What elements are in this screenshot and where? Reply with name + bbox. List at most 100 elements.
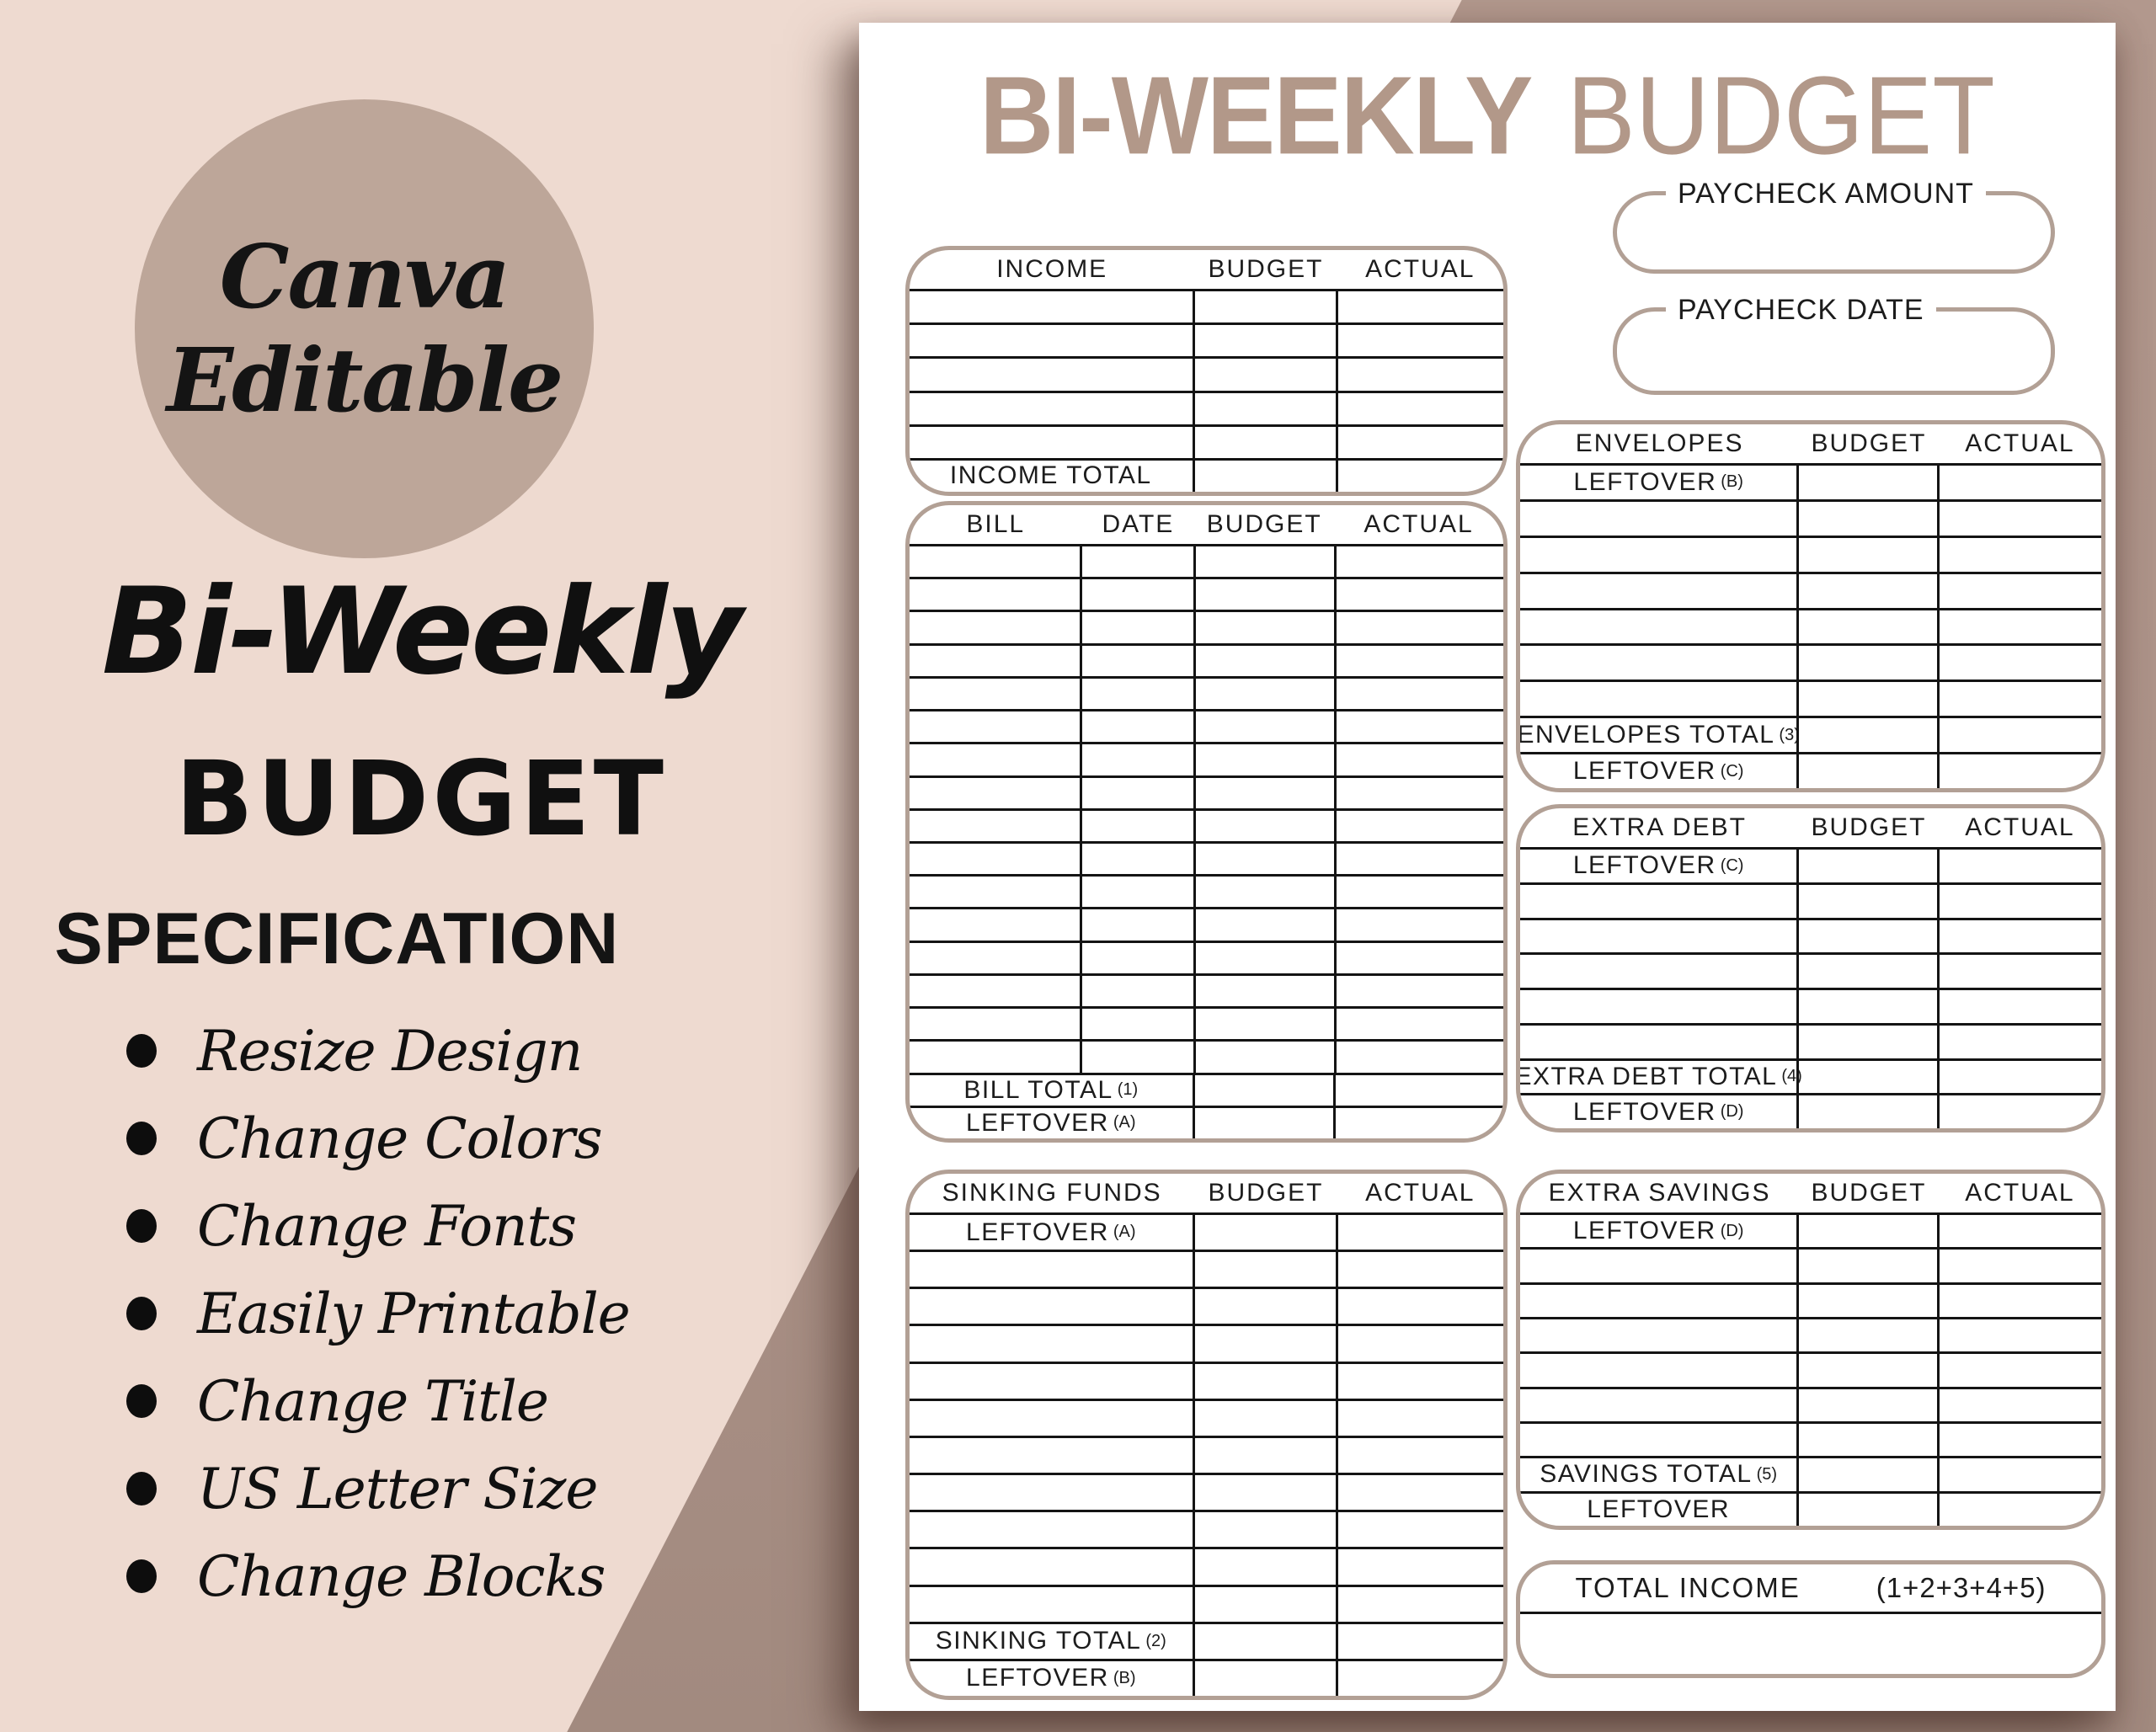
- value-cell: [1336, 291, 1503, 323]
- table-header-row: BILL DATE BUDGET ACTUAL: [910, 505, 1503, 544]
- value-cell: [1796, 1458, 1937, 1491]
- row-label-suffix: (A): [1113, 1223, 1136, 1242]
- row-label-cell: [910, 1512, 1193, 1547]
- product-title-line2: BUDGET: [174, 739, 668, 859]
- column-header: BUDGET: [1206, 510, 1322, 538]
- row-label: LEFTOVER: [1572, 757, 1716, 786]
- value-cell: [1336, 426, 1503, 458]
- value-cell: [1193, 1009, 1334, 1040]
- row-label-suffix: (5): [1756, 1464, 1778, 1484]
- column-header: ACTUAL: [1365, 255, 1476, 283]
- value-cell: [1193, 612, 1334, 643]
- value-cell: [1937, 1284, 2101, 1317]
- table-row: [910, 1435, 1503, 1474]
- value-cell: [1333, 744, 1503, 775]
- table-row: [910, 775, 1503, 808]
- page-title-bold: BI-WEEKLY: [979, 53, 1533, 178]
- column-header: BILL: [966, 510, 1026, 538]
- value-cell: [1336, 1623, 1503, 1659]
- value-cell: [1192, 1074, 1333, 1106]
- row-label-cell: [910, 811, 1080, 841]
- row-label-cell: [910, 711, 1080, 742]
- value-cell: [1336, 1326, 1503, 1362]
- value-cell: [1333, 612, 1503, 643]
- value-cell: [1336, 1475, 1503, 1511]
- column-header: ACTUAL: [1364, 510, 1474, 538]
- row-label-cell: [910, 744, 1080, 775]
- row-label: SINKING TOTAL: [935, 1627, 1142, 1655]
- value-cell: [1333, 711, 1503, 743]
- income-table: INCOME BUDGET ACTUAL INCOME TOTAL: [905, 246, 1508, 496]
- total-income-label-row: TOTAL INCOME (1+2+3+4+5): [1520, 1564, 2101, 1614]
- row-label: SAVINGS TOTAL: [1540, 1460, 1753, 1489]
- column-header: EXTRA SAVINGS: [1548, 1179, 1771, 1207]
- row-label: LEFTOVER: [966, 1218, 1109, 1246]
- row-label-cell: LEFTOVER (A): [910, 1108, 1193, 1138]
- row-label-cell: [910, 1042, 1080, 1072]
- row-label-cell: LEFTOVER (D): [1520, 1215, 1796, 1247]
- row-label: LEFTOVER: [1572, 1097, 1716, 1126]
- row-label-suffix: (2): [1145, 1631, 1166, 1650]
- row-label-cell: [910, 1009, 1080, 1039]
- paycheck-amount-field: PAYCHECK AMOUNT: [1613, 175, 2055, 274]
- table-row: [910, 390, 1503, 424]
- table-header-row: EXTRA DEBT BUDGET ACTUAL: [1520, 808, 2101, 847]
- value-cell: [1192, 1660, 1337, 1696]
- bullet-dot: [126, 1559, 157, 1593]
- value-cell: [1937, 682, 2101, 717]
- value-cell: [1937, 1319, 2101, 1352]
- row-label: ENVELOPES TOTAL: [1517, 721, 1775, 749]
- value-cell: [1796, 1250, 1937, 1282]
- page-title-light: BUDGET: [1566, 53, 1995, 178]
- value-cell: [1192, 1623, 1337, 1659]
- row-label-cell: [910, 393, 1193, 424]
- column-header: ENVELOPES: [1575, 429, 1744, 457]
- value-cell: [1336, 1400, 1503, 1436]
- column-header: BUDGET: [1811, 429, 1927, 457]
- row-label: LEFTOVER: [1572, 851, 1716, 880]
- value-cell: [1333, 942, 1503, 973]
- table-row: EXTRA DEBT TOTAL (4): [1520, 1058, 2101, 1094]
- row-label-cell: [1520, 1285, 1796, 1317]
- value-cell: [1192, 359, 1337, 391]
- table-row: [910, 840, 1503, 875]
- row-label-suffix: (B): [1721, 472, 1743, 492]
- table-row: [910, 642, 1503, 676]
- row-label: BILL TOTAL: [963, 1075, 1113, 1104]
- value-cell: [1332, 1074, 1503, 1106]
- value-cell: [1796, 573, 1937, 608]
- value-cell: [1079, 546, 1193, 578]
- table-row: INCOME TOTAL: [910, 457, 1503, 492]
- table-header-row: EXTRA SAVINGS BUDGET ACTUAL: [1520, 1174, 2101, 1212]
- feature-text: Change Fonts: [197, 1193, 577, 1259]
- table-row: [910, 742, 1503, 775]
- paycheck-date-field: PAYCHECK DATE: [1613, 291, 2055, 395]
- row-label-cell: LEFTOVER: [1520, 1494, 1796, 1526]
- value-cell: [1937, 1250, 2101, 1282]
- value-cell: [1796, 955, 1937, 988]
- value-cell: [1333, 546, 1503, 578]
- table-row: [1520, 1386, 2101, 1421]
- value-cell: [1193, 546, 1334, 578]
- row-label-suffix: (1): [1117, 1080, 1139, 1100]
- value-cell: [1079, 1042, 1193, 1073]
- row-label-cell: [910, 1289, 1193, 1324]
- paycheck-amount-label: PAYCHECK AMOUNT: [1666, 175, 1986, 212]
- value-cell: [1079, 777, 1193, 808]
- value-cell: [1079, 810, 1193, 841]
- value-cell: [1937, 884, 2101, 918]
- row-label-cell: [910, 359, 1193, 390]
- row-label: LEFTOVER: [1573, 467, 1717, 496]
- value-cell: [1796, 1493, 1937, 1526]
- column-header: ACTUAL: [1965, 1179, 2075, 1207]
- value-cell: [1193, 942, 1334, 973]
- value-cell: [1079, 711, 1193, 743]
- table-row: [910, 1039, 1503, 1073]
- value-cell: [1796, 754, 1937, 788]
- table-row: LEFTOVER (B): [910, 1658, 1503, 1696]
- value-cell: [1937, 850, 2101, 882]
- table-row: BILL TOTAL (1): [910, 1072, 1503, 1106]
- value-cell: [1796, 884, 1937, 918]
- table-row: [910, 1398, 1503, 1436]
- value-cell: [1333, 777, 1503, 808]
